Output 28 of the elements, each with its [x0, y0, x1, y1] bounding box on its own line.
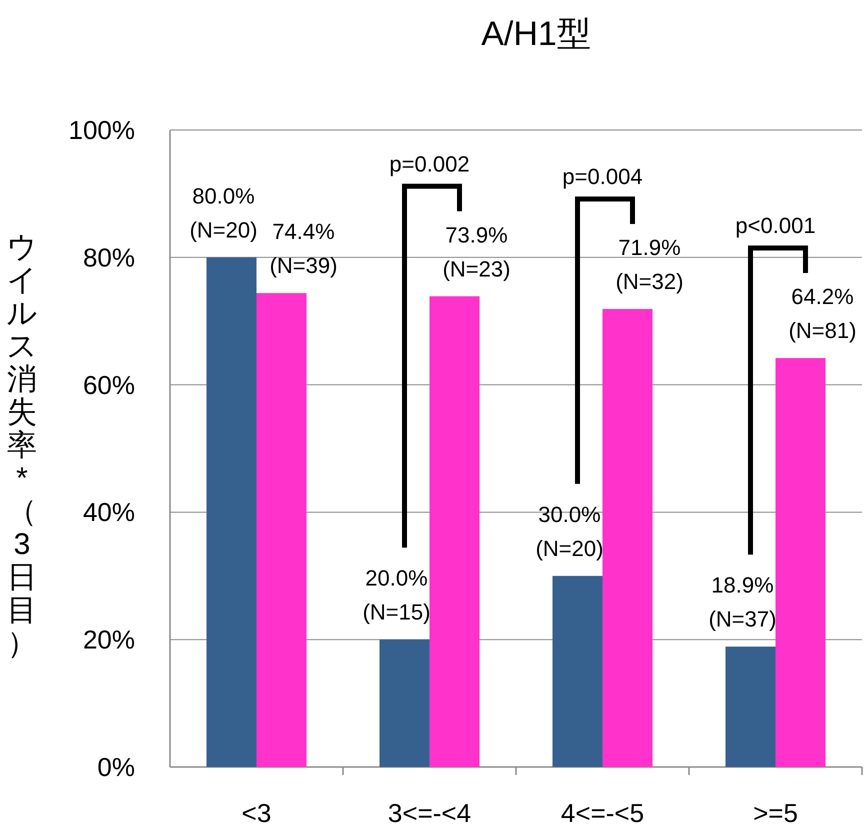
y-tick-label: 0%: [97, 752, 135, 782]
data-label: 80.0% (N=20): [190, 183, 258, 242]
x-tick-label: 3<=-<4: [388, 798, 472, 828]
annotation: p<0.001: [735, 213, 816, 238]
data-label: 73.9% (N=23): [442, 222, 510, 282]
annotation: p=0.002: [389, 151, 470, 176]
bar: [256, 293, 306, 767]
bar: [206, 257, 256, 767]
x-tick-label: >=5: [753, 798, 798, 828]
y-tick-label: 100%: [68, 115, 135, 145]
y-tick-label: 40%: [82, 497, 135, 528]
y-tick-label: 60%: [82, 370, 135, 400]
data-label: 64.2% (N=81): [788, 284, 856, 344]
x-tick-label: 4<=-<5: [560, 798, 644, 828]
x-tick-label: <3: [242, 798, 272, 828]
data-label: 74.4% (N=39): [270, 219, 338, 278]
chart-title: A/H1型: [481, 15, 591, 53]
data-label: 30.0% (N=20): [536, 502, 604, 561]
data-label: 71.9% (N=32): [616, 234, 684, 294]
data-label: 20.0% (N=15): [362, 566, 430, 625]
y-axis-title: ウイルス消失率*（3日目）: [6, 231, 38, 660]
bar: [380, 640, 430, 767]
data-label: 18.9% (N=37): [708, 572, 776, 632]
y-tick-label: 20%: [82, 624, 135, 655]
annotation: p=0.004: [562, 164, 643, 189]
y-tick-label: 80%: [82, 242, 135, 272]
bar: [726, 646, 776, 767]
bar: [552, 576, 602, 767]
